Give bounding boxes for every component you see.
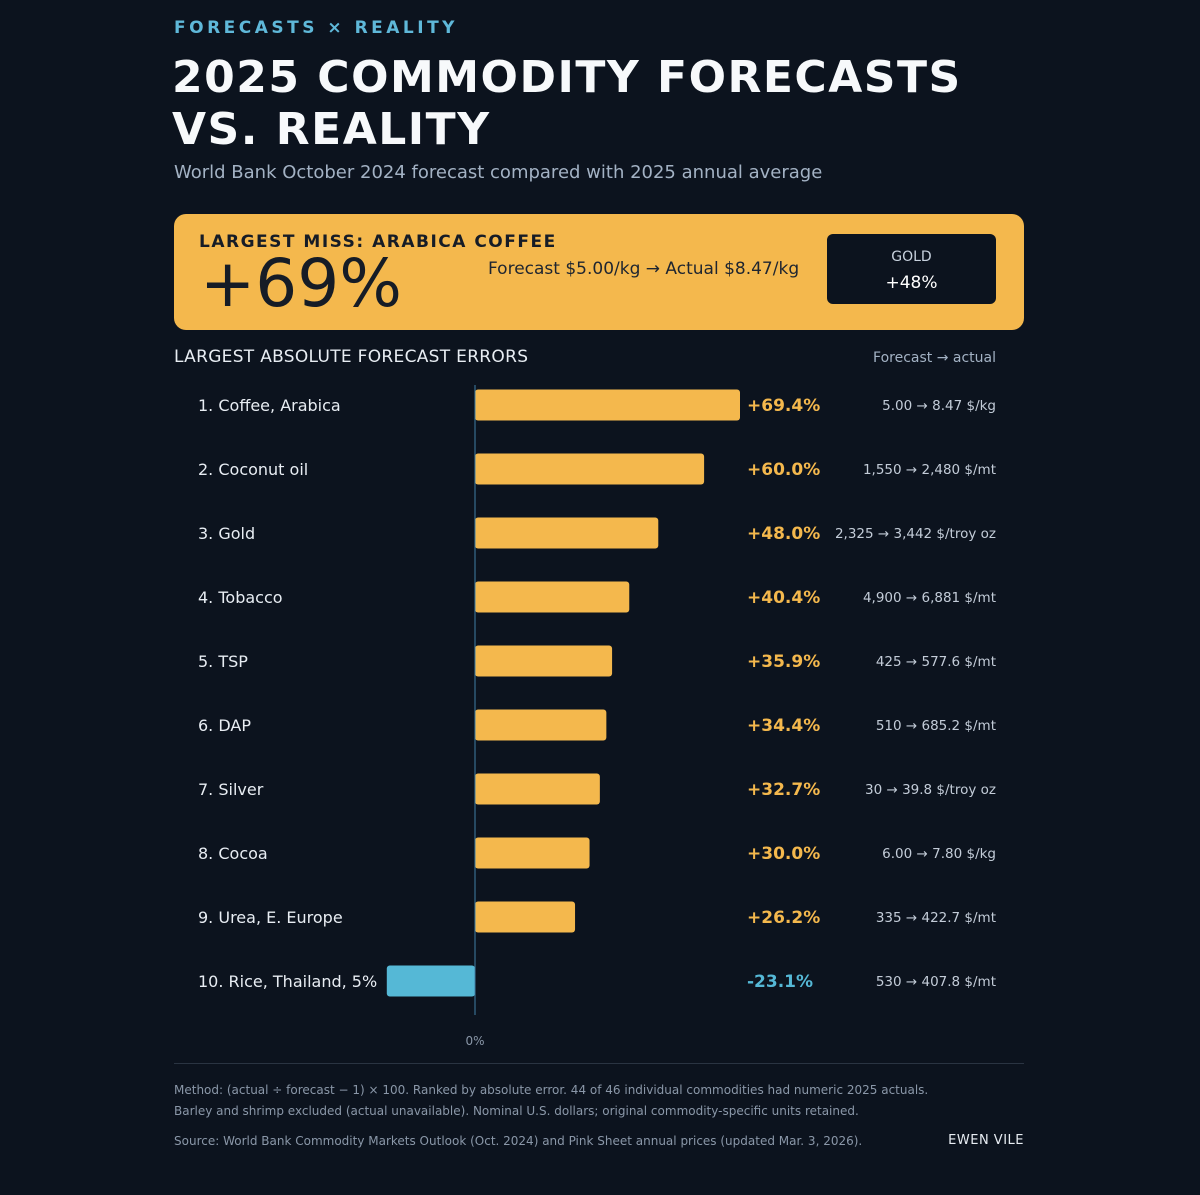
bar-7 xyxy=(475,773,600,805)
footer-divider xyxy=(174,1063,1024,1064)
title-line-1: 2025 COMMODITY FORECASTS xyxy=(172,52,962,103)
forecast-error-chart: 1. Coffee, Arabica +69.4% 5.00 → 8.47 $/kg… xyxy=(198,385,996,1048)
value-label: +40.4% xyxy=(747,588,820,608)
forecast-actual-label: 425 → 577.6 $/mt xyxy=(876,654,996,670)
bar-9 xyxy=(475,901,576,933)
value-label: +26.2% xyxy=(747,908,820,928)
gold-callout-label: GOLD xyxy=(891,249,932,265)
section-heading: LARGEST ABSOLUTE FORECAST ERRORS xyxy=(174,347,529,367)
title-line-2: VS. REALITY xyxy=(172,104,491,155)
bar-3 xyxy=(475,517,659,549)
forecast-actual-label: 335 → 422.7 $/mt xyxy=(876,910,996,926)
gold-callout: GOLD +48% xyxy=(827,234,996,304)
largest-miss-banner: LARGEST MISS: ARABICA COFFEE +69% Foreca… xyxy=(174,214,1024,330)
forecast-actual-label: 2,325 → 3,442 $/troy oz xyxy=(835,526,996,542)
zero-tick-label: 0% xyxy=(465,1034,484,1048)
bar-6 xyxy=(475,709,607,741)
category-label: 10. Rice, Thailand, 5% xyxy=(198,972,377,991)
value-label: +48.0% xyxy=(747,524,820,544)
forecast-actual-label: 1,550 → 2,480 $/mt xyxy=(863,462,996,478)
forecast-actual-label: 4,900 → 6,881 $/mt xyxy=(863,590,996,606)
banner-big-value: +69% xyxy=(200,245,402,322)
value-label: +34.4% xyxy=(747,716,820,736)
forecast-actual-label: 5.00 → 8.47 $/kg xyxy=(882,398,996,414)
category-label: 9. Urea, E. Europe xyxy=(198,908,343,927)
banner-label: LARGEST MISS: ARABICA COFFEE xyxy=(199,232,557,252)
category-label: 2. Coconut oil xyxy=(198,460,308,479)
page-title: 2025 COMMODITY FORECASTS VS. REALITY xyxy=(172,52,962,156)
bar-1 xyxy=(475,389,740,421)
banner-detail: Forecast $5.00/kg → Actual $8.47/kg xyxy=(488,259,800,279)
method-line-1: Method: (actual ÷ forecast − 1) × 100. R… xyxy=(174,1083,929,1097)
value-label: +60.0% xyxy=(747,460,820,480)
value-label: +69.4% xyxy=(747,396,820,416)
forecast-actual-label: 30 → 39.8 $/troy oz xyxy=(865,782,996,798)
gold-callout-value: +48% xyxy=(885,273,938,293)
value-label: +32.7% xyxy=(747,780,820,800)
category-label: 7. Silver xyxy=(198,780,264,799)
category-label: 6. DAP xyxy=(198,716,251,735)
value-label: +30.0% xyxy=(747,844,820,864)
method-note: Method: (actual ÷ forecast − 1) × 100. R… xyxy=(174,1080,1024,1122)
category-label: 4. Tobacco xyxy=(198,588,283,607)
method-line-2: Barley and shrimp excluded (actual unava… xyxy=(174,1104,859,1118)
forecast-actual-label: 510 → 685.2 $/mt xyxy=(876,718,996,734)
value-label: -23.1% xyxy=(747,972,813,992)
bar-8 xyxy=(475,837,590,869)
category-label: 8. Cocoa xyxy=(198,844,268,863)
forecast-actual-label: 530 → 407.8 $/mt xyxy=(876,974,996,990)
bar-2 xyxy=(475,453,705,485)
column-header: Forecast → actual xyxy=(873,350,996,366)
bar-5 xyxy=(475,645,613,677)
bar-10 xyxy=(386,965,475,997)
category-label: 5. TSP xyxy=(198,652,248,671)
category-label: 1. Coffee, Arabica xyxy=(198,396,341,415)
bar-4 xyxy=(475,581,630,613)
category-label: 3. Gold xyxy=(198,524,255,543)
subtitle: World Bank October 2024 forecast compare… xyxy=(174,162,823,183)
value-label: +35.9% xyxy=(747,652,820,672)
kicker: FORECASTS × REALITY xyxy=(174,18,458,38)
author-credit: EWEN VILE xyxy=(948,1133,1024,1148)
source-note: Source: World Bank Commodity Markets Out… xyxy=(174,1134,863,1148)
forecast-actual-label: 6.00 → 7.80 $/kg xyxy=(882,846,996,862)
